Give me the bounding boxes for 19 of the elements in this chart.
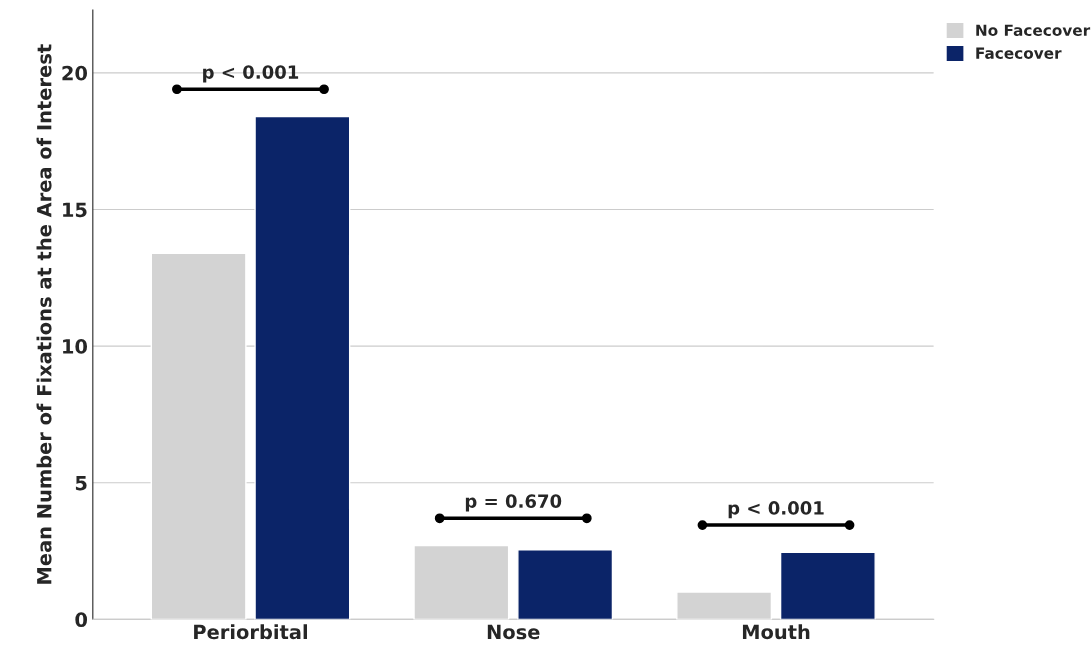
bar: [254, 115, 351, 620]
y-axis-title: Mean Number of Fixations at the Area of Interest: [36, 44, 52, 584]
y-tick-label: 0: [75, 612, 88, 628]
bar: [779, 551, 876, 620]
x-tick-label: Periorbital: [194, 624, 307, 640]
bar: [413, 544, 510, 620]
legend-label: No Facecover: [976, 24, 1091, 37]
x-tick-label: Mouth: [742, 624, 810, 640]
legend-label: Facecover: [976, 47, 1062, 59]
annotation: p < 0.001: [203, 65, 299, 83]
annotation: p = 0.670: [465, 494, 562, 512]
bar: [517, 549, 614, 620]
y-tick-label: 15: [63, 202, 87, 218]
x-tick-label: Nose: [487, 624, 540, 640]
bar: [676, 591, 773, 620]
y-tick-label: 5: [75, 475, 87, 491]
y-tick-label: 20: [62, 65, 88, 81]
annotation: p < 0.001: [728, 501, 824, 519]
y-tick-label: 10: [63, 339, 88, 354]
